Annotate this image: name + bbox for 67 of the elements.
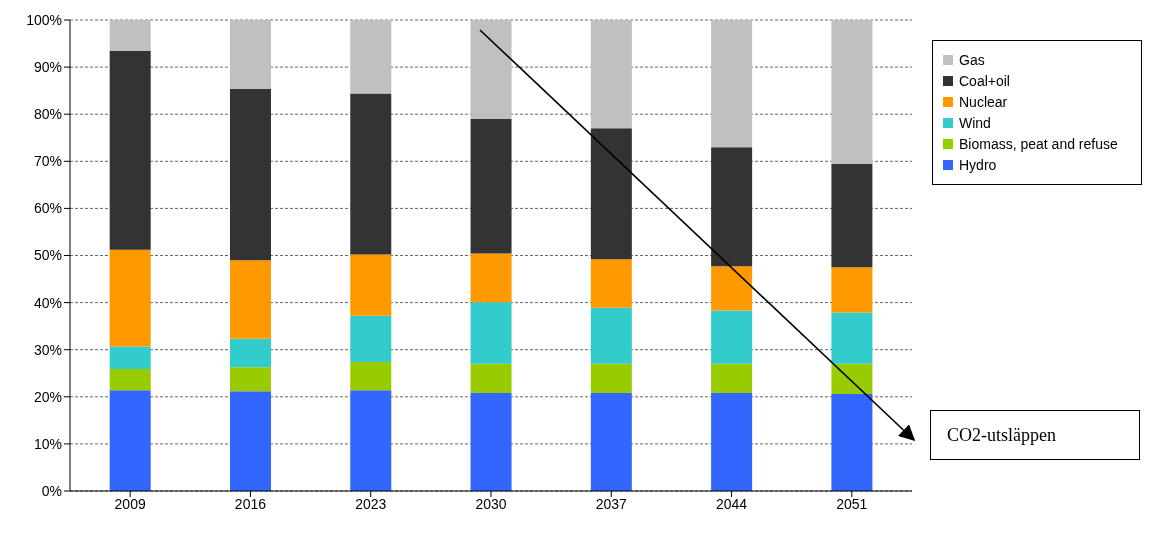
- bar: [831, 20, 873, 164]
- bar: [711, 363, 753, 394]
- bar: [229, 20, 271, 89]
- legend-label: Gas: [959, 52, 985, 68]
- bar: [229, 88, 271, 261]
- text: CO2-utsläppen: [930, 410, 1140, 460]
- bar: [109, 51, 151, 250]
- bar: [711, 266, 753, 311]
- bar: [229, 367, 271, 392]
- y-tick-label: 80%: [33, 106, 62, 123]
- y-tick-label: 20%: [33, 388, 62, 405]
- bar: [229, 338, 271, 368]
- x-tick-label: 2051: [836, 495, 868, 512]
- bar: [470, 393, 512, 491]
- legend-label: Hydro: [959, 157, 997, 173]
- bar: [109, 369, 151, 391]
- bar: [109, 390, 151, 491]
- y-tick-label: 100%: [26, 11, 62, 28]
- legend-label: Wind: [959, 115, 991, 131]
- legend-label: Nuclear: [959, 94, 1008, 110]
- bar: [590, 393, 632, 491]
- bar: [831, 163, 873, 268]
- bar: [229, 260, 271, 339]
- bar: [590, 128, 632, 260]
- bar: [711, 147, 753, 267]
- bar: [470, 20, 512, 119]
- legend-label: Biomass, peat and refuse: [959, 136, 1118, 152]
- bar: [350, 315, 392, 362]
- y-tick-label: 0%: [41, 482, 62, 499]
- bar: [831, 267, 873, 313]
- legend-label: Coal+oil: [959, 73, 1010, 89]
- bar: [590, 363, 632, 394]
- x-tick-label: 2030: [475, 495, 507, 512]
- bar: [590, 20, 632, 129]
- x-tick-label: 2023: [355, 495, 387, 512]
- bar: [590, 307, 632, 364]
- bar: [711, 393, 753, 491]
- y-tick-label: 70%: [33, 153, 62, 170]
- bar: [470, 363, 512, 394]
- y-tick-label: 40%: [33, 294, 62, 311]
- x-tick-label: 2009: [114, 495, 146, 512]
- bar: [470, 253, 512, 303]
- bar: [831, 312, 873, 364]
- y-tick-label: 90%: [33, 59, 62, 76]
- bar: [470, 118, 512, 254]
- bar: [831, 363, 873, 394]
- bar: [109, 20, 151, 52]
- bar: [350, 20, 392, 94]
- bar: [350, 254, 392, 316]
- bar: [350, 93, 392, 255]
- x-tick-label: 2037: [595, 495, 628, 512]
- y-tick-label: 30%: [33, 341, 62, 358]
- bar: [590, 259, 632, 308]
- bar: [350, 361, 392, 391]
- x-tick-label: 2044: [715, 495, 748, 512]
- bar: [711, 20, 753, 148]
- y-tick-label: 10%: [33, 435, 62, 452]
- bar: [109, 346, 151, 370]
- y-tick-label: 50%: [33, 247, 62, 264]
- bar: [350, 390, 392, 491]
- y-tick-label: 60%: [33, 200, 62, 217]
- bar: [229, 391, 271, 491]
- x-tick-label: 2016: [234, 495, 267, 512]
- bar: [109, 249, 151, 347]
- bar: [831, 393, 873, 491]
- bar: [711, 310, 753, 364]
- bar: [470, 302, 512, 364]
